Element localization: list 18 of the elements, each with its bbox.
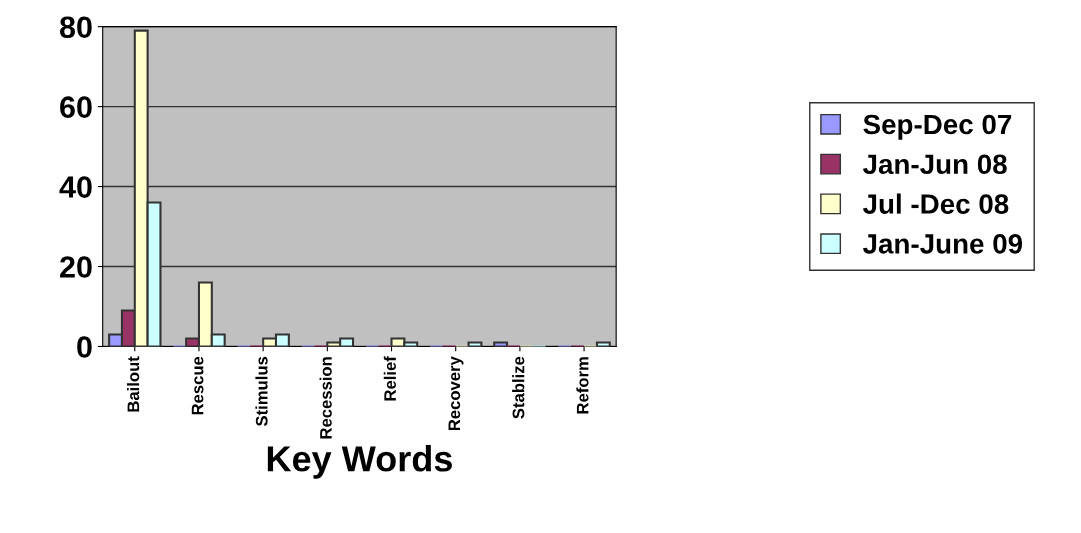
x-tick-label: Recession	[319, 357, 332, 439]
y-tick-label: 60	[60, 96, 92, 118]
legend-label: Jan-June 09	[862, 234, 1023, 254]
legend-label: Jul -Dec 08	[862, 193, 1009, 214]
y-tick-label: 40	[59, 176, 92, 198]
legend-label: Jan-Jun 08	[862, 154, 1007, 175]
x-tick-label: Recovery	[448, 356, 464, 431]
x-tick-label: Bailout	[127, 356, 140, 412]
x-tick-label: Stablize	[512, 356, 525, 419]
x-tick-label: Relief	[383, 356, 396, 401]
x-tick-label: Rescue	[191, 356, 204, 415]
legend-label: Sep-Dec 07	[863, 114, 1012, 140]
y-tick-label: 20	[60, 256, 92, 278]
x-tick-label: Stimulus	[255, 356, 268, 427]
x-axis-title: Key Words	[267, 445, 452, 479]
y-tick-label: 0	[77, 336, 92, 358]
x-tick-label: Reform	[576, 357, 589, 414]
y-tick-label: 80	[59, 16, 92, 39]
